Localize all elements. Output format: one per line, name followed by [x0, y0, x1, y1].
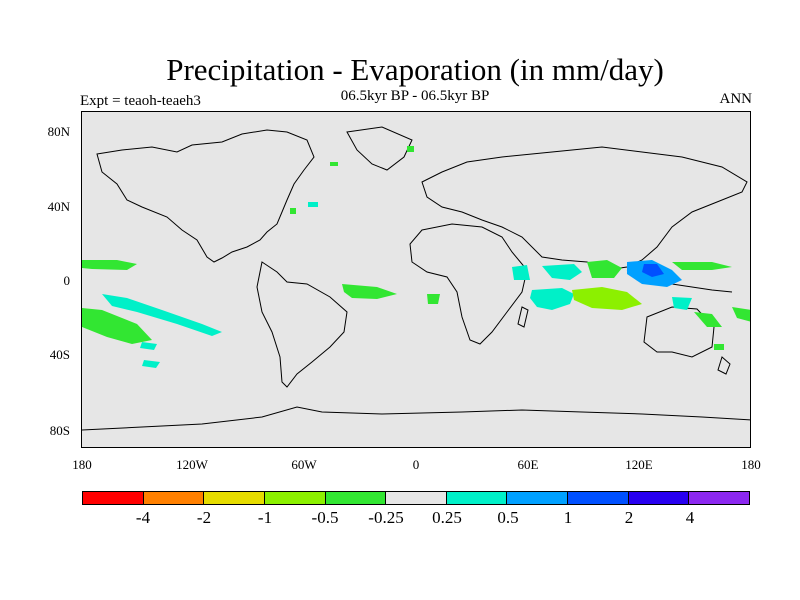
colorbar-swatch-0: [83, 492, 144, 504]
lon-label-180w: 180: [72, 457, 92, 472]
lon-label-180e: 180: [741, 457, 761, 472]
colorbar-label: -1: [257, 508, 273, 527]
map-canvas: [82, 126, 750, 431]
colorbar-label: 0.25: [432, 508, 462, 527]
colorbar-label: 0.5: [497, 508, 519, 527]
colorbar: [82, 491, 750, 505]
colorbar-label: 2: [624, 508, 634, 527]
colorbar-swatch-4: [325, 492, 387, 504]
colorbar-label: 4: [685, 508, 695, 527]
colorbar-swatch-5: [386, 492, 447, 504]
lat-label-40n: 40N: [47, 199, 70, 214]
colorbar-label: 1: [563, 508, 573, 527]
colorbar-label: -0.5: [311, 508, 339, 527]
colorbar-swatch-1: [143, 492, 205, 504]
lon-label-60e: 60E: [517, 457, 539, 472]
lat-label-40s: 40S: [49, 347, 70, 362]
season-label: ANN: [719, 91, 753, 107]
map-title: Precipitation - Evaporation (in mm/day): [166, 52, 664, 87]
colorbar-swatch-9: [628, 492, 690, 504]
colorbar-swatch-8: [568, 492, 629, 504]
colorbar-swatch-10: [689, 492, 750, 504]
coastlines: [82, 126, 750, 431]
lon-label-60w: 60W: [291, 457, 317, 472]
colorbar-swatch-7: [507, 492, 569, 504]
map-subtitle: 06.5kyr BP - 06.5kyr BP: [340, 88, 490, 104]
lat-label-0: 0: [63, 273, 71, 288]
colorbar-swatch-3: [264, 492, 326, 504]
lat-label-80s: 80S: [49, 423, 70, 438]
experiment-label: Expt = teaoh-teaeh3: [80, 93, 201, 109]
world-map: [81, 111, 751, 448]
anomaly-patches: [82, 146, 750, 368]
colorbar-swatch-2: [204, 492, 265, 504]
lon-label-120e: 120E: [625, 457, 653, 472]
colorbar-label: -4: [135, 508, 151, 527]
colorbar-label: -0.25: [368, 508, 404, 527]
lon-label-0: 0: [412, 457, 420, 472]
colorbar-label: -2: [196, 508, 212, 527]
colorbar-swatch-6: [446, 492, 508, 504]
lon-label-120w: 120W: [176, 457, 208, 472]
lat-label-80n: 80N: [47, 124, 70, 139]
